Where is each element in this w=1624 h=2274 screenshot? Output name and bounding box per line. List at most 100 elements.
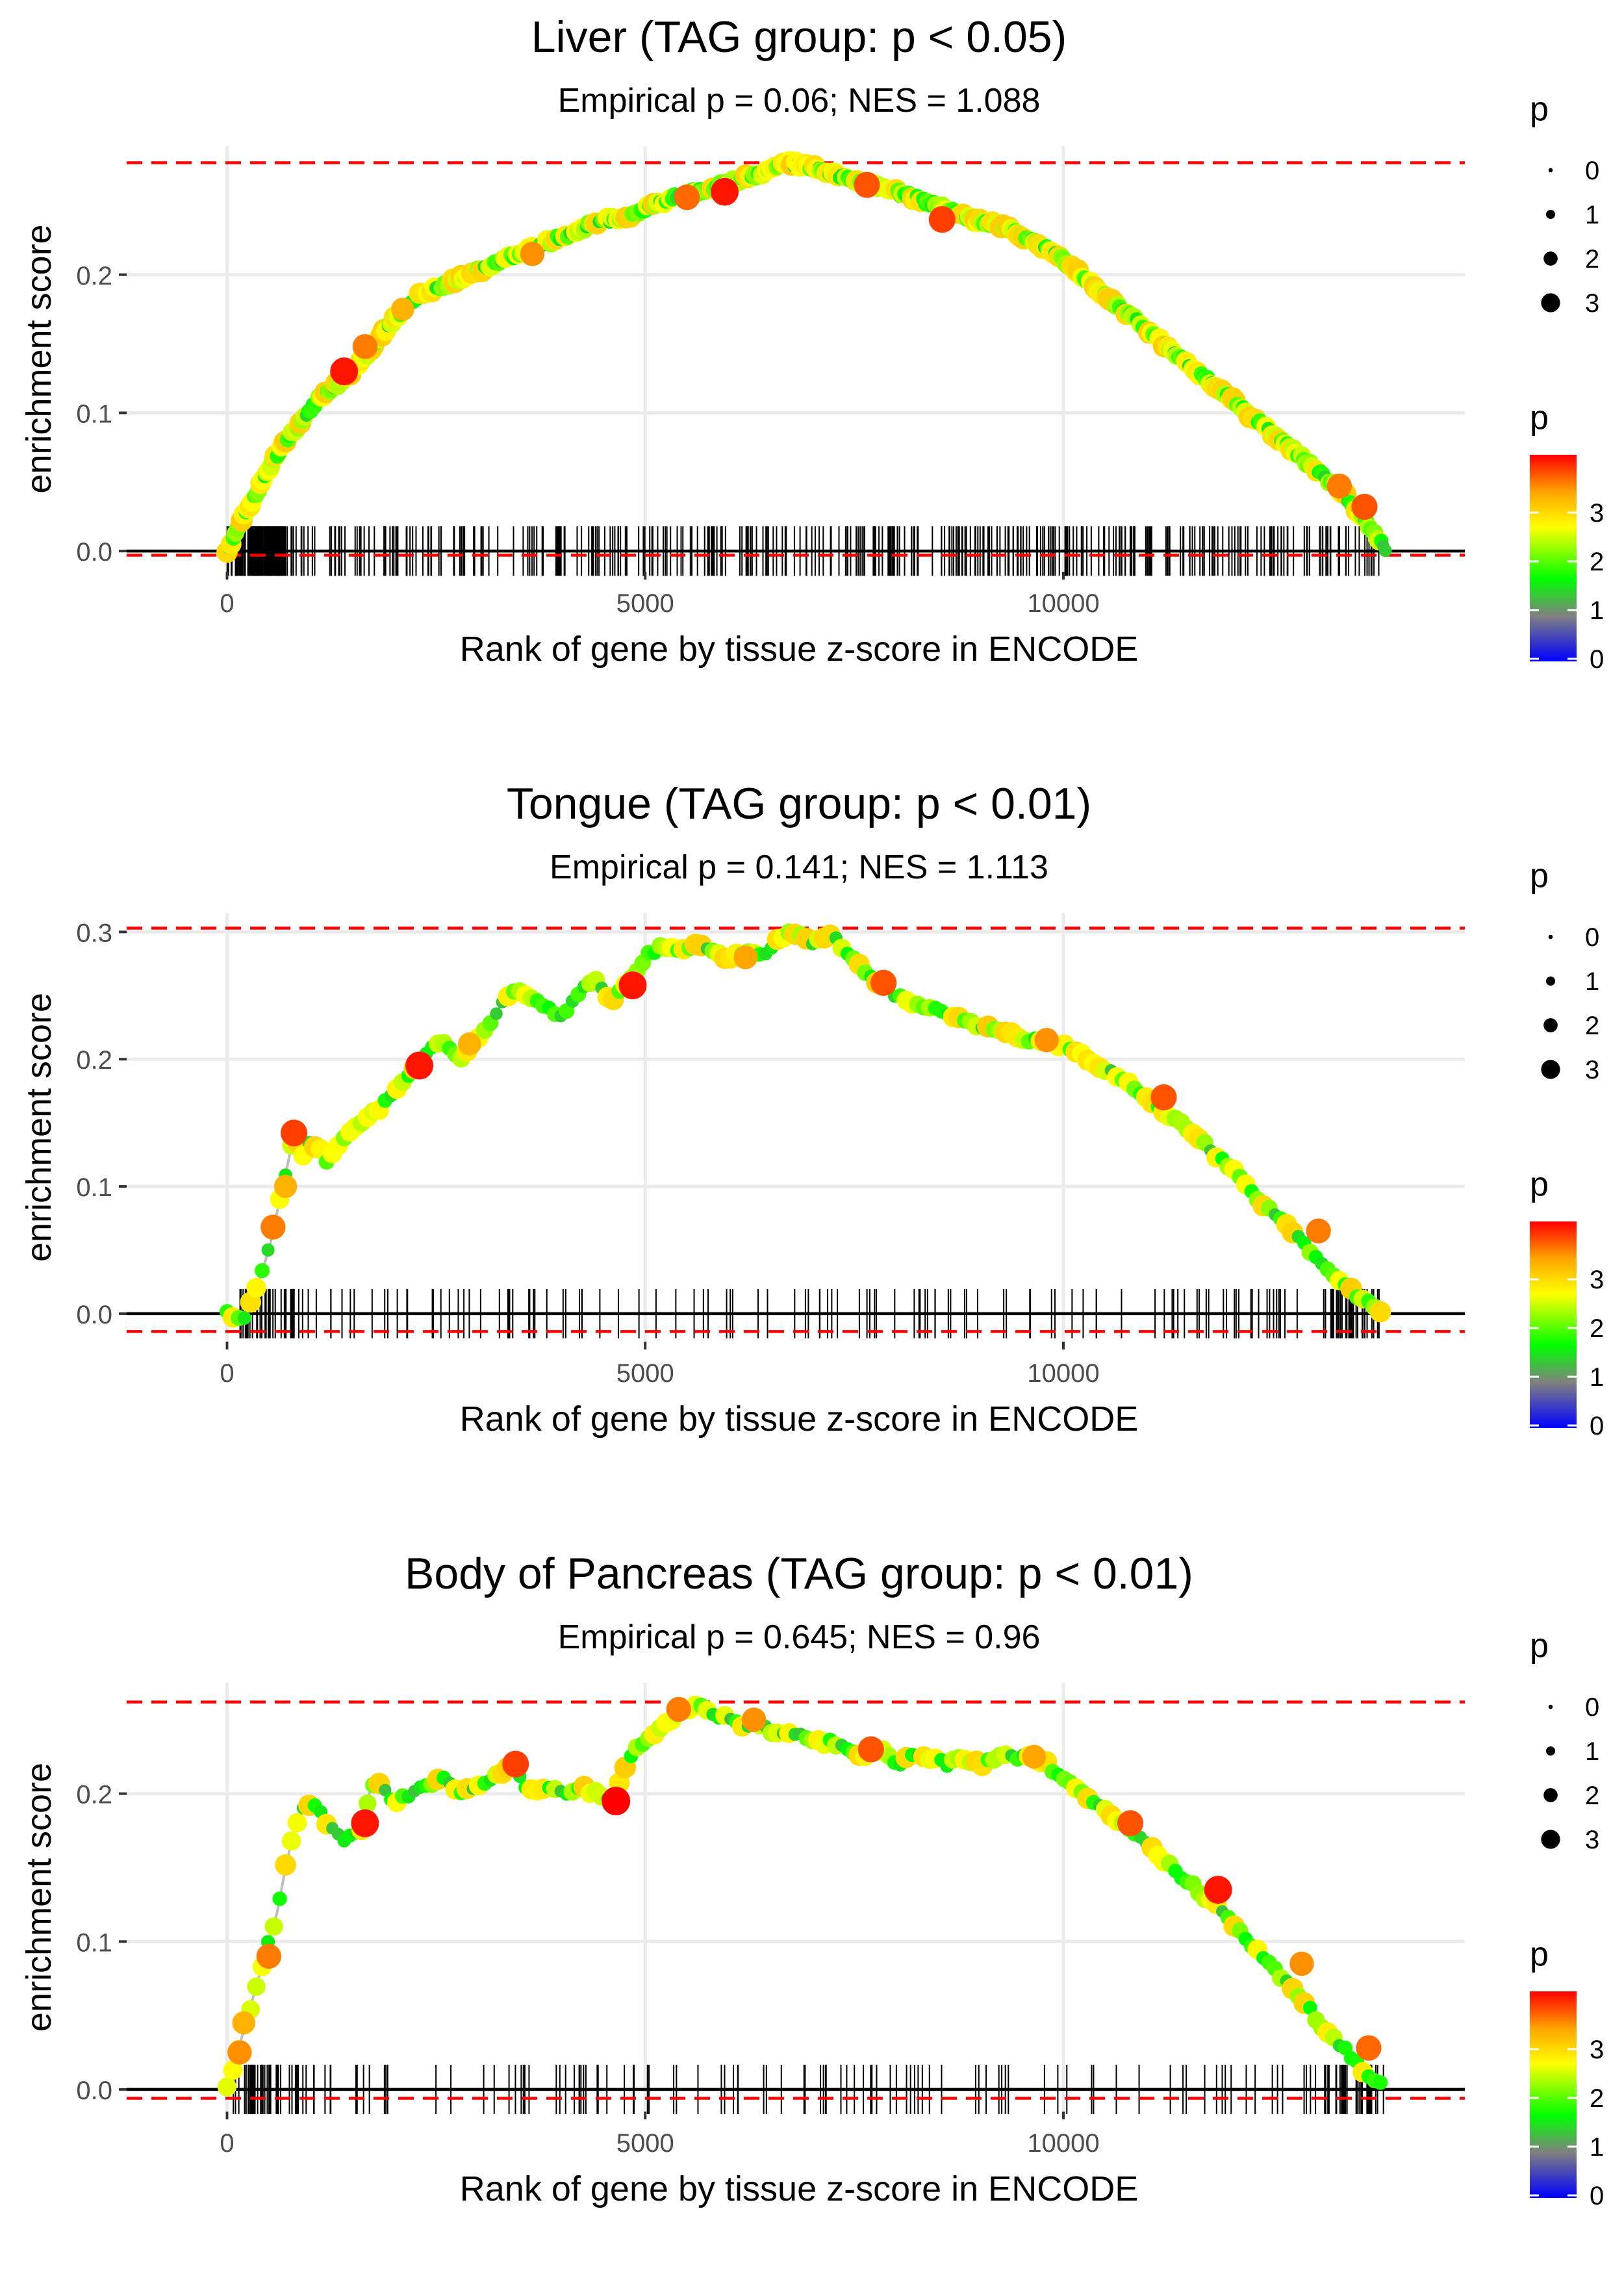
highlight-point: [1150, 1084, 1177, 1111]
chart-subtitle: Empirical p = 0.645; NES = 0.96: [558, 1618, 1041, 1656]
size-legend-key: [1543, 251, 1558, 266]
color-legend-label: 2: [1590, 2084, 1604, 2113]
color-legend-title: p: [1530, 1166, 1549, 1203]
highlight-point: [502, 1750, 529, 1778]
color-legend-label: 1: [1590, 596, 1604, 625]
highlight-point: [1351, 493, 1378, 520]
color-legend-label: 3: [1590, 2036, 1604, 2064]
x-tick-label: 10000: [1027, 1359, 1099, 1388]
size-legend-label: 0: [1585, 1693, 1599, 1722]
color-legend-bar: [1530, 1991, 1577, 2198]
highlight-point: [711, 177, 739, 206]
highlight-point: [870, 969, 897, 996]
point: [264, 1917, 283, 1936]
size-legend-label: 0: [1585, 923, 1599, 952]
point: [255, 1263, 270, 1279]
x-tick-label: 5000: [616, 589, 674, 618]
highlight-point: [256, 1943, 282, 1969]
highlight-point: [741, 1707, 767, 1732]
x-axis-label: Rank of gene by tissue z-score in ENCODE: [460, 1399, 1138, 1438]
point: [238, 1311, 251, 1325]
highlight-point: [857, 1736, 884, 1763]
point: [247, 1977, 266, 1996]
highlight-point: [928, 206, 956, 233]
color-legend-label: 1: [1590, 1363, 1604, 1392]
point: [1302, 2000, 1317, 2015]
point: [1369, 1301, 1391, 1323]
chart-title: Liver (TAG group: p < 0.05): [531, 12, 1067, 62]
highlight-point: [273, 1175, 298, 1198]
y-tick-label: 0.3: [76, 919, 112, 947]
color-legend-title: p: [1530, 399, 1549, 437]
y-tick-label: 0.0: [76, 538, 112, 567]
color-legend-label: 0: [1590, 2182, 1604, 2210]
y-tick-label: 0.0: [76, 1301, 112, 1329]
size-legend-key: [1548, 1704, 1553, 1709]
x-tick-label: 0: [220, 2129, 234, 2158]
x-tick-label: 0: [220, 589, 234, 618]
size-legend-key: [1545, 209, 1556, 220]
size-legend-label: 3: [1585, 1056, 1599, 1084]
size-legend-label: 2: [1585, 1782, 1599, 1810]
x-axis-label: Rank of gene by tissue z-score in ENCODE: [460, 2169, 1138, 2208]
chart-subtitle: Empirical p = 0.06; NES = 1.088: [558, 82, 1041, 120]
size-legend-key: [1543, 1788, 1558, 1802]
size-legend-key: [1545, 976, 1556, 986]
size-legend-key: [1548, 934, 1553, 939]
color-legend-label: 0: [1590, 645, 1604, 674]
size-legend-title: p: [1530, 1627, 1549, 1665]
highlight-point: [1034, 1028, 1059, 1053]
y-tick-label: 0.2: [76, 1781, 112, 1809]
point: [272, 1891, 287, 1906]
x-tick-label: 5000: [616, 2129, 674, 2158]
y-axis-label: enrichment score: [19, 1763, 58, 2032]
color-legend-bar: [1530, 455, 1577, 661]
y-axis-label: enrichment score: [19, 993, 58, 1262]
y-tick-label: 0.2: [76, 262, 112, 290]
point: [246, 1277, 266, 1298]
highlight-point: [330, 357, 359, 386]
size-legend-label: 3: [1585, 1826, 1599, 1854]
chart-title: Body of Pancreas (TAG group: p < 0.01): [405, 1549, 1193, 1598]
es-curve: [225, 161, 1387, 552]
size-legend-key: [1541, 293, 1560, 313]
highlight-point: [1289, 1951, 1314, 1976]
highlight-point: [854, 172, 880, 198]
y-tick-label: 0.0: [76, 2076, 112, 2105]
x-tick-label: 10000: [1027, 2129, 1099, 2158]
color-legend-label: 2: [1590, 548, 1604, 576]
chart-subtitle: Empirical p = 0.141; NES = 1.113: [550, 849, 1048, 886]
highlight-point: [458, 1032, 481, 1056]
highlight-point: [227, 2040, 252, 2065]
y-tick-label: 0.2: [76, 1046, 112, 1075]
highlight-point: [1306, 1218, 1331, 1244]
x-tick-label: 0: [220, 1359, 234, 1388]
highlight-point: [618, 971, 647, 1000]
y-axis-label: enrichment score: [19, 224, 58, 493]
size-legend-label: 1: [1585, 1737, 1599, 1766]
size-legend-label: 0: [1585, 157, 1599, 185]
highlight-point: [260, 1214, 286, 1240]
y-tick-label: 0.1: [76, 400, 112, 428]
color-legend-bar: [1530, 1221, 1577, 1428]
size-legend-label: 1: [1585, 201, 1599, 229]
y-tick-label: 0.1: [76, 1928, 112, 1957]
point: [1373, 2075, 1388, 2090]
point: [281, 1831, 301, 1851]
highlight-point: [391, 298, 414, 321]
size-legend-key: [1548, 168, 1553, 173]
panel-2: Tongue (TAG group: p < 0.01) Empirical p …: [19, 779, 1604, 1440]
point: [223, 2060, 243, 2080]
panel-1: Liver (TAG group: p < 0.05) Empirical p =…: [19, 12, 1604, 674]
point: [275, 1854, 296, 1876]
highlight-point: [666, 1696, 691, 1722]
color-legend-label: 3: [1590, 499, 1604, 528]
color-legend-label: 0: [1590, 1412, 1604, 1440]
panel-3: Body of Pancreas (TAG group: p < 0.01) Em…: [19, 1549, 1604, 2210]
chart-title: Tongue (TAG group: p < 0.01): [507, 779, 1091, 828]
highlight-point: [1326, 473, 1352, 499]
size-legend-key: [1541, 1830, 1560, 1849]
highlight-point: [1356, 2035, 1382, 2061]
highlight-point: [1204, 1876, 1232, 1904]
point: [217, 2077, 237, 2097]
